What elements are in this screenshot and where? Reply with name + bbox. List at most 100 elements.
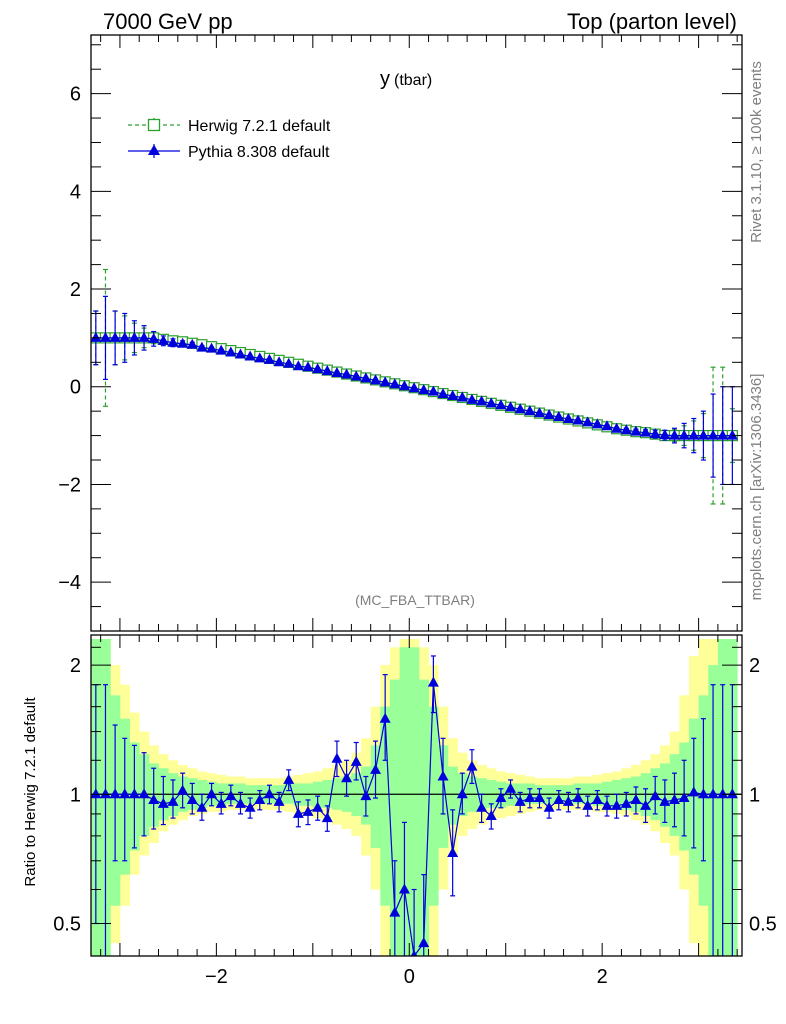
ratio-marker [630,793,642,804]
pythia-marker [543,409,555,420]
pythia-marker [437,388,449,399]
pythia-marker [312,363,324,374]
pythia-marker [283,357,295,368]
ratio-marker [389,906,401,917]
mcplots-label: mcplots.cern.ch [arXiv:1306.3436] [748,374,765,601]
ratio-ylabel: Ratio to Herwig 7.2.1 default [22,697,39,887]
ratio-marker [138,788,150,799]
pythia-marker [726,429,738,440]
main-panel: y (tbar) (MC_FBA_TTBAR) Herwig 7.2.1 def… [58,34,743,632]
ratio-marker [234,797,246,808]
pythia-marker [321,365,333,376]
x-tick-label: −2 [205,966,228,988]
pythia-marker [196,341,208,352]
pythia-marker [234,348,246,359]
ratio-marker [611,799,623,810]
uncertainty-band-inner [582,783,593,804]
pythia-marker [456,391,468,402]
ratio-marker [456,788,468,799]
legend-marker-herwig [147,118,161,132]
main-title-sub: (tbar) [394,72,432,89]
pythia-marker [109,331,121,342]
ratio-marker [119,788,131,799]
ratio-marker [591,793,603,804]
ratio-marker [91,788,102,799]
ratio-marker [331,752,343,763]
process-label: Top (parton level) [567,9,737,34]
pythia-marker [370,374,382,385]
pythia-marker [398,380,410,391]
ratio-marker [312,801,324,812]
pythia-marker [620,424,632,435]
ratio-marker [225,790,237,801]
ratio-marker [350,755,362,766]
pythia-marker [389,378,401,389]
pythia-marker [225,346,237,357]
pythia-marker [476,395,488,406]
ratio-y-tick-label-right: 2 [749,655,760,677]
ratio-marker [196,801,208,812]
pythia-marker [119,331,131,342]
ratio-y-tick-label-left: 0.5 [53,913,81,935]
pythia-marker [167,336,179,347]
ratio-y-tick-label-right: 1 [749,784,760,806]
legend-label-herwig: Herwig 7.2.1 default [188,118,331,135]
ratio-frame [90,634,743,957]
pythia-marker [707,429,719,440]
ratio-y-tick-label-left: 1 [70,784,81,806]
pythia-marker [533,407,545,418]
pythia-marker [360,372,372,383]
ratio-marker [206,788,218,799]
pythia-marker [640,426,652,437]
ratio-y-tick-label-right: 0.5 [749,913,777,935]
pythia-marker [649,428,661,439]
pythia-marker [157,334,169,345]
x-tick-label: 0 [404,966,415,988]
ratio-marker [283,773,295,784]
energy-label: 7000 GeV pp [103,9,233,34]
ratio-marker [109,788,121,799]
pythia-marker [572,414,584,425]
ratio-marker [668,793,680,804]
pythia-marker [350,370,362,381]
ratio-marker [476,801,488,812]
ratio-marker [254,793,266,804]
ratio-marker [99,788,111,799]
x-tick-label: 2 [597,966,608,988]
pythia-marker [177,337,189,348]
ratio-marker [437,770,449,781]
pythia-marker [485,397,497,408]
pythia-marker [466,393,478,404]
pythia-marker [206,342,218,353]
ratio-marker [553,793,565,804]
ratio-marker [717,788,729,799]
pythia-marker [427,385,439,396]
ratio-marker [601,799,613,810]
pythia-marker [408,382,420,393]
pythia-marker [553,411,565,422]
ratio-marker [707,788,719,799]
main-y-tick-label: 6 [70,84,81,106]
legend: Herwig 7.2.1 default Pythia 8.308 defaul… [128,118,331,161]
ratio-marker [128,788,140,799]
ratio-marker [726,788,738,799]
uncertainty-band-inner [380,706,391,906]
pythia-marker [148,332,160,343]
ratio-marker [263,788,275,799]
pythia-marker [495,399,507,410]
ratio-marker [649,790,661,801]
pythia-marker [582,416,594,427]
pythia-marker [138,331,150,342]
pythia-marker [514,403,526,414]
main-y-tick-label: 0 [70,377,81,399]
ratio-marker [659,795,671,806]
main-y-tick-label: −4 [58,572,81,594]
pythia-marker [668,429,680,440]
ratio-marker [418,937,430,948]
analysis-label: (MC_FBA_TTBAR) [355,592,475,608]
pythia-marker [341,368,353,379]
uncertainty-band-inner [283,783,294,804]
rivet-label: Rivet 3.1.10, ≥ 100k events [748,61,765,243]
pythia-marker [263,353,275,364]
